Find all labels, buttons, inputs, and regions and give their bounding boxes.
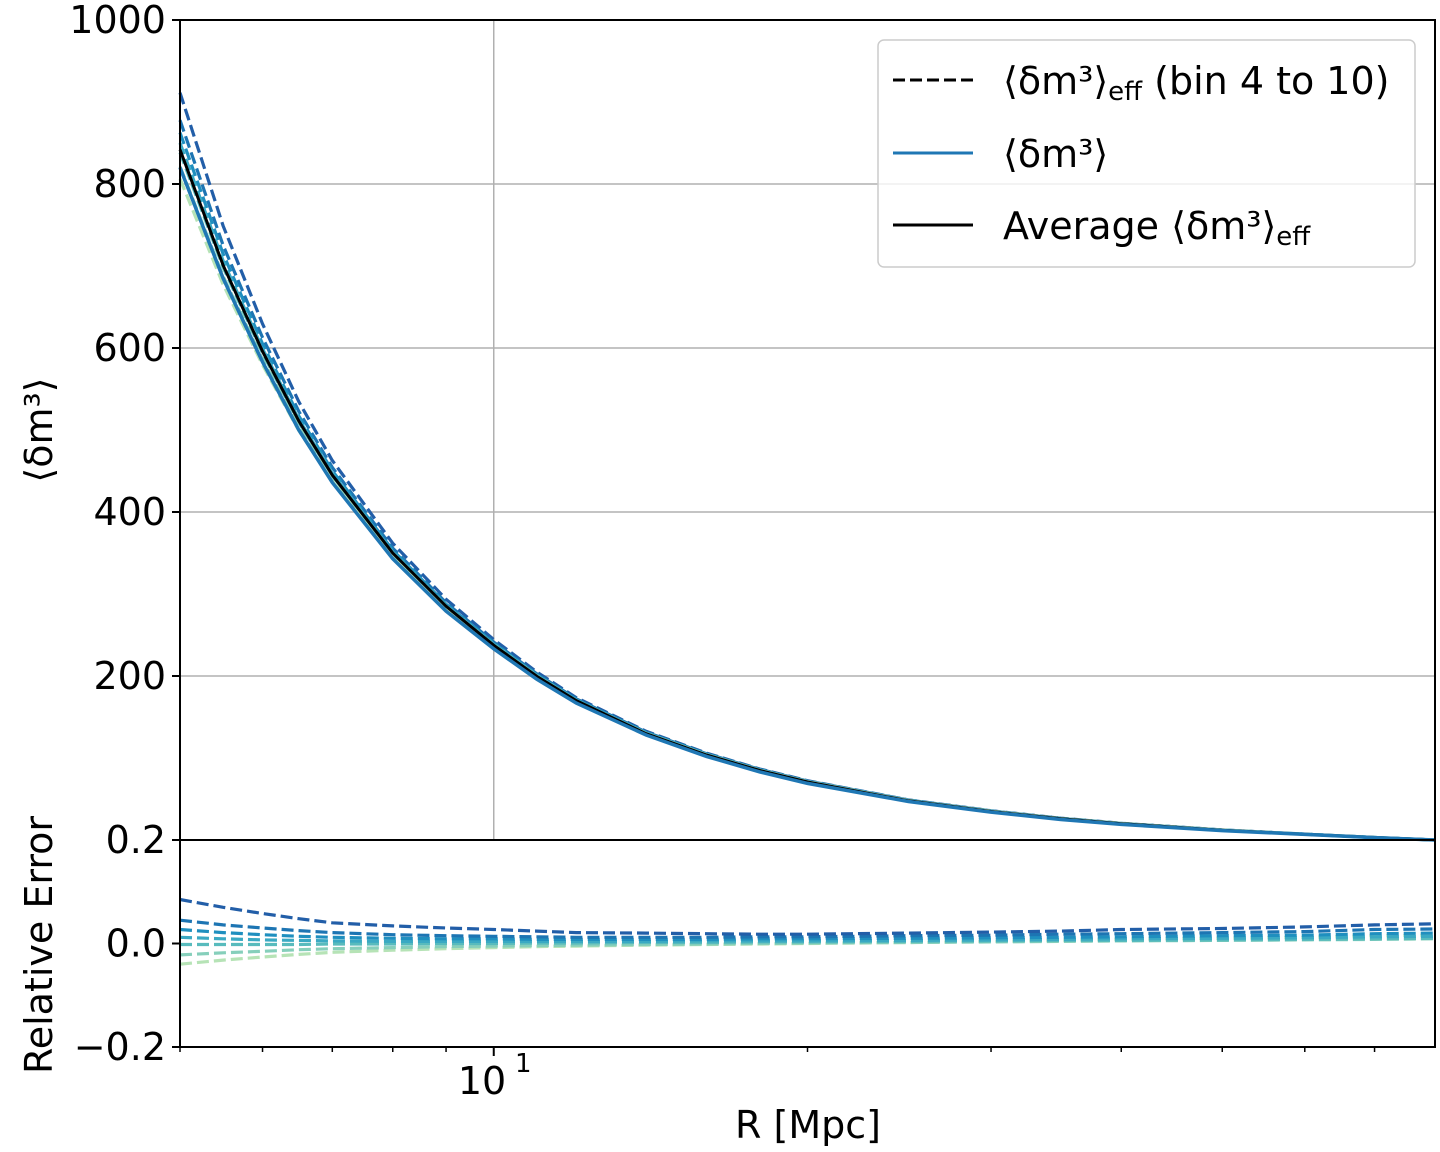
upper-y-tick-label-200: 200 (93, 654, 166, 698)
lower-y-tick-label-0: 0.2 (106, 818, 166, 862)
upper-y-tick-label-1000: 1000 (69, 0, 166, 42)
x-tick-label-10: 10 1 (458, 1049, 532, 1103)
legend-frame (877, 39, 1416, 268)
legend-label-eff: ⟨δm³⟩eff (bin 4 to 10) (1003, 59, 1390, 107)
upper-true-series (178, 166, 1436, 842)
lower-y-tick-label-1: 0.0 (106, 922, 166, 966)
svg-text:1: 1 (515, 1049, 532, 1079)
lower-dashed-series-4 (179, 897, 1436, 936)
legend: ⟨δm³⟩eff (bin 4 to 10) ⟨δm³⟩ Average ⟨δm… (877, 39, 1416, 268)
lower-dashed-series-7 (179, 934, 1436, 943)
legend-label-average: Average ⟨δm³⟩eff (1003, 204, 1311, 252)
ticks: 1000 800 600 400 200 0.2 0.0 −0.2 (69, 0, 1376, 1069)
upper-y-axis-label: ⟨δm³⟩ (17, 377, 61, 482)
lower-dashed-series-5 (179, 918, 1436, 939)
lower-dashed-series-6 (179, 927, 1436, 941)
lower-y-tick-label-2: −0.2 (74, 1025, 166, 1069)
x-axis-label: R [Mpc] (735, 1103, 881, 1147)
legend-label-true: ⟨δm³⟩ (1003, 132, 1108, 176)
lower-series-group (179, 897, 1436, 966)
lower-y-axis-label: Relative Error (17, 816, 61, 1074)
upper-series-group (178, 92, 1436, 842)
upper-y-tick-label-600: 600 (93, 326, 166, 370)
svg-text:10: 10 (458, 1059, 506, 1103)
upper-y-tick-label-400: 400 (93, 490, 166, 534)
upper-y-tick-label-800: 800 (93, 162, 166, 206)
